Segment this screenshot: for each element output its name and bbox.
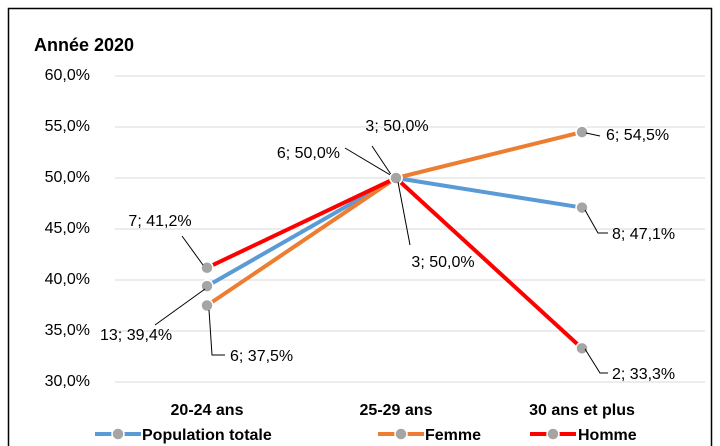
leader-line	[584, 348, 608, 374]
data-label: 6; 50,0%	[277, 145, 340, 162]
legend-marker	[111, 427, 125, 441]
data-label: 8; 47,1%	[612, 226, 675, 243]
legend-marker	[394, 427, 408, 441]
x-tick-label: 20-24 ans	[171, 402, 244, 419]
data-label: 2; 33,3%	[612, 366, 675, 383]
leader-line	[585, 132, 601, 137]
y-tick-label: 35,0%	[45, 322, 90, 339]
data-point	[575, 341, 589, 356]
leader-line	[181, 235, 204, 266]
data-label: 6; 54,5%	[606, 127, 669, 144]
y-tick-label: 45,0%	[45, 220, 90, 237]
x-tick-label: 25-29 ans	[360, 402, 433, 419]
chart-frame	[7, 7, 713, 446]
x-tick-label: 30 ans et plus	[529, 402, 635, 419]
y-tick-label: 60,0%	[45, 67, 90, 84]
leader-line	[208, 309, 225, 356]
legend-marker	[546, 427, 560, 441]
leader-line	[584, 209, 608, 234]
data-label: 7; 41,2%	[128, 213, 191, 230]
legend-label: Homme	[578, 427, 637, 444]
data-point	[200, 298, 214, 313]
data-label: 13; 39,4%	[100, 327, 172, 344]
data-point	[389, 171, 403, 185]
data-label: 6; 37,5%	[230, 348, 293, 365]
data-point	[575, 125, 589, 139]
legend-label: Population totale	[142, 427, 272, 444]
leader-line	[154, 288, 206, 326]
leader-line	[344, 147, 393, 177]
y-tick-label: 50,0%	[45, 169, 90, 186]
y-tick-label: 30,0%	[45, 373, 90, 390]
y-tick-label: 55,0%	[45, 118, 90, 135]
leader-line	[397, 181, 411, 246]
y-tick-label: 40,0%	[45, 271, 90, 288]
leader-line	[371, 145, 393, 177]
legend-label: Femme	[425, 427, 481, 444]
data-point	[200, 261, 214, 275]
data-label: 3; 50,0%	[365, 118, 428, 135]
chart-title: Année 2020	[34, 35, 134, 55]
data-label: 3; 50,0%	[411, 254, 474, 271]
